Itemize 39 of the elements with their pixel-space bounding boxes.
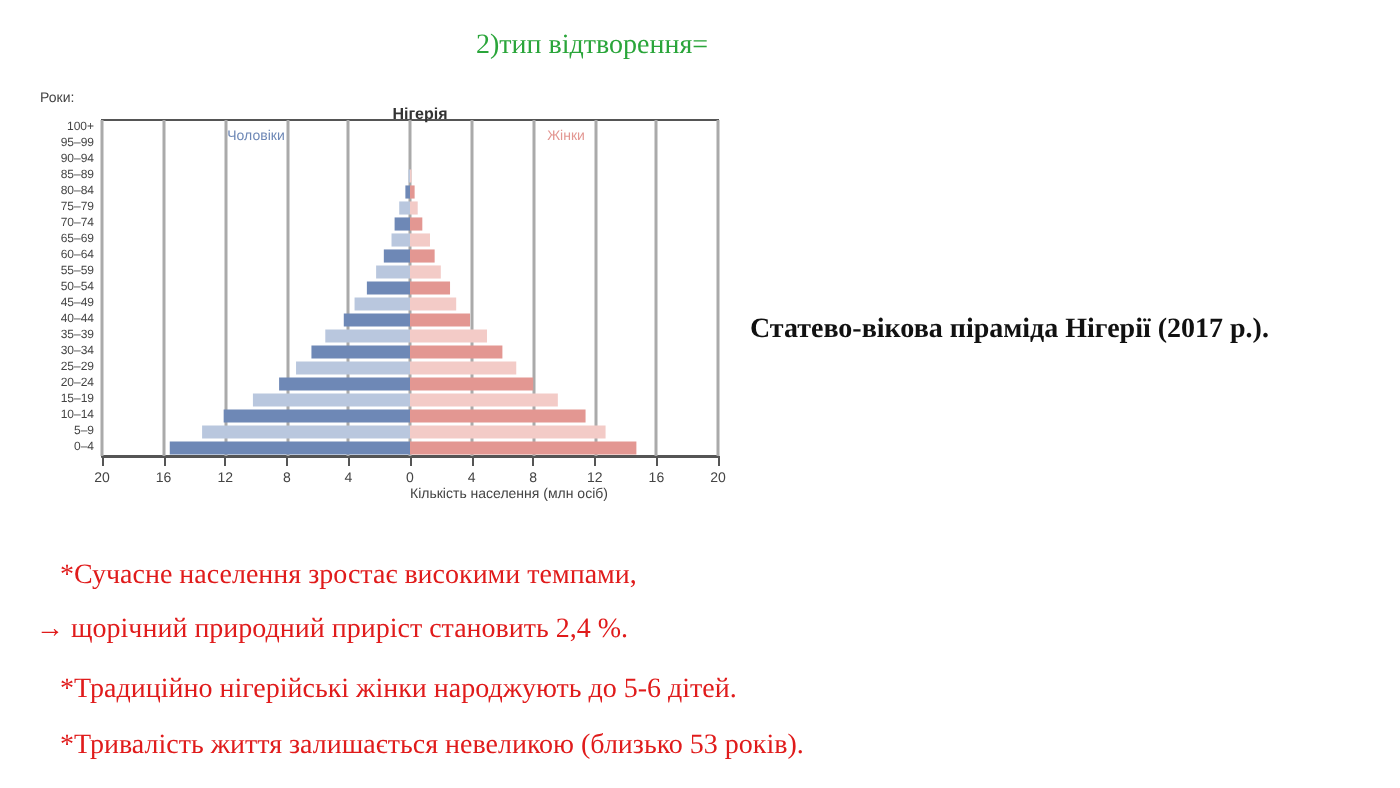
bar (169, 441, 410, 455)
bar (410, 393, 558, 407)
bar (410, 409, 586, 423)
bar (410, 265, 441, 279)
bar (410, 297, 457, 311)
bar (325, 329, 410, 343)
bar (410, 313, 471, 327)
bar (410, 425, 606, 439)
bar (366, 281, 410, 295)
bar (343, 313, 410, 327)
bar (410, 201, 418, 215)
chart-title: Нігерія (392, 105, 449, 123)
text: *Тривалість життя залишається невеликою (близько 53 років). (60, 731, 804, 761)
bar (410, 281, 451, 295)
text: 2)тип відтворення= (476, 31, 709, 61)
bar (410, 249, 435, 263)
bar (296, 361, 410, 375)
bar (252, 393, 410, 407)
text: *Сучасне населення зростає високими темпами, (60, 561, 637, 591)
bar (399, 201, 410, 215)
text: *Традиційно нігерійські жінки народжують до 5-6 дітей. (60, 675, 737, 705)
text: → щорічний природний приріст становить 2,4 %. (36, 615, 629, 645)
bar (383, 249, 410, 263)
bar (223, 409, 410, 423)
bar (202, 425, 410, 439)
bar (311, 345, 410, 359)
bar (410, 345, 503, 359)
bar (410, 377, 534, 391)
bar (354, 297, 410, 311)
bar (279, 377, 410, 391)
bar (376, 265, 410, 279)
bar (391, 233, 410, 247)
bar (410, 361, 517, 375)
bar (394, 217, 410, 231)
bar (410, 329, 487, 343)
text: Статево-вікова піраміда Нігерії (2017 р.). (750, 315, 1269, 345)
bar (410, 233, 431, 247)
bar (410, 217, 423, 231)
bar (410, 441, 637, 455)
